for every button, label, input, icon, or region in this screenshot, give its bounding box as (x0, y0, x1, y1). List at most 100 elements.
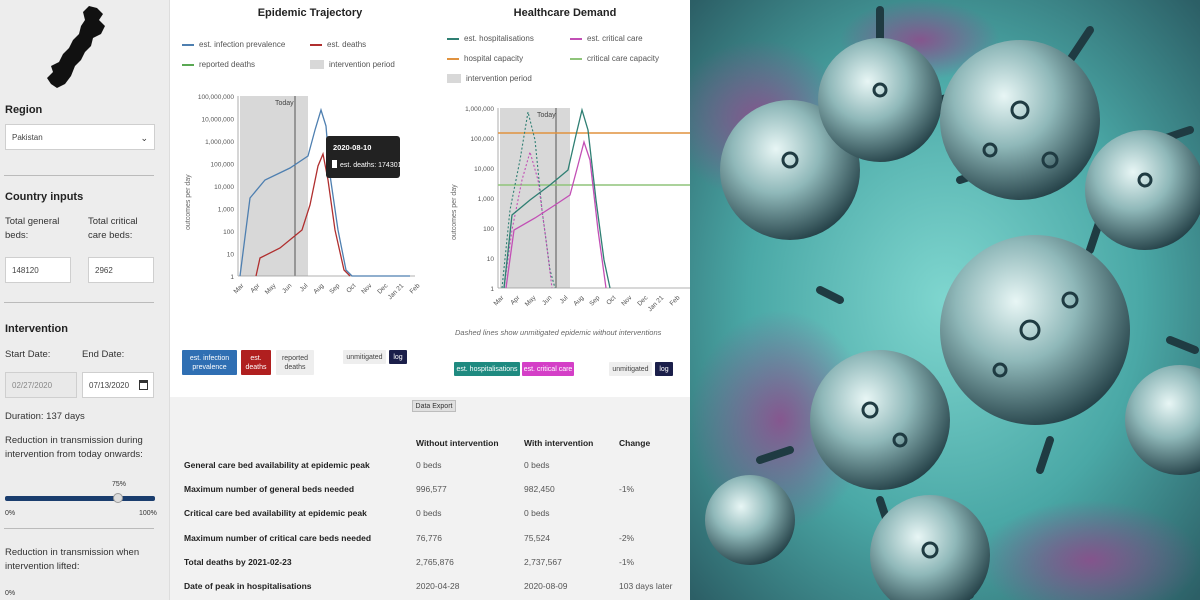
legend-swatch (310, 60, 324, 69)
table-cell: 76,776 (416, 532, 442, 543)
toggle-infection-prevalence[interactable]: est. infection prevalence (182, 350, 237, 375)
log-toggle-2[interactable]: log (655, 362, 673, 376)
calendar-icon[interactable] (139, 380, 148, 390)
log-toggle[interactable]: log (389, 350, 407, 364)
tooltip (326, 136, 400, 178)
toggle-est-deaths[interactable]: est. deaths (241, 350, 271, 375)
x-tick: Apr (249, 282, 262, 295)
critical-beds-input[interactable]: 2962 (88, 257, 154, 283)
virus-particle (818, 38, 942, 162)
y-tick: 1,000,000 (205, 139, 234, 146)
y-tick: 1,000,000 (465, 106, 494, 113)
est-deaths-line (255, 151, 351, 277)
x-tick: Jun (281, 282, 294, 295)
table-cell: -1% (619, 556, 635, 567)
slider-handle[interactable] (112, 493, 123, 503)
table-cell: General care bed availability at epidemi… (184, 460, 370, 471)
toggle-critical-care[interactable]: est. critical care (522, 362, 574, 376)
region-select[interactable]: Pakistan ⌄ (5, 124, 155, 150)
end-date-label: End Date: (82, 349, 125, 360)
legend-reported-deaths[interactable]: reported deaths (182, 60, 255, 69)
x-tick: Dec (636, 294, 650, 308)
unmitigated-critical-care-line (503, 149, 553, 289)
table-cell: Total deaths by 2021-02-23 (184, 556, 292, 567)
general-beds-value: 148120 (12, 265, 39, 275)
y-tick: 10,000 (214, 184, 234, 191)
table-cell: Maximum number of general beds needed (184, 484, 355, 495)
legend-intervention-period[interactable]: intervention period (310, 60, 395, 69)
table-cell: -2% (619, 532, 635, 543)
unmitigated-toggle[interactable]: unmitigated (343, 350, 386, 364)
tooltip-value: est. deaths: 174301 (340, 162, 402, 169)
legend-swatch (447, 37, 459, 40)
legend-hospitalisations[interactable]: est. hospitalisations (447, 34, 534, 43)
y-tick: 1,000 (218, 207, 235, 214)
legend-swatch (447, 57, 459, 60)
reduction-slider[interactable] (5, 496, 155, 501)
general-beds-label: Total general beds: (5, 216, 60, 241)
legend-critical-care-capacity[interactable]: critical care capacity (570, 54, 659, 63)
table-row: Total deaths by 2021-02-23 2,765,876 2,7… (184, 550, 684, 574)
tooltip-swatch (332, 160, 337, 168)
chart-title-epidemic: Epidemic Trajectory (257, 7, 363, 19)
legend-swatch (182, 43, 194, 46)
divider (4, 302, 154, 303)
healthcare-demand-chart: Today 1,000,000 100,000 10,000 1,000 100… (451, 106, 698, 313)
y-tick: 1 (230, 274, 234, 281)
table-header (184, 433, 416, 453)
x-tick: Nov (620, 294, 634, 308)
intervention-label: Intervention (5, 323, 68, 335)
x-tick: Jun (541, 294, 554, 307)
table-cell: 0 beds (416, 460, 442, 471)
slider-value-label: 75% (112, 481, 127, 488)
main-panel: Epidemic Trajectory est. infection preva… (170, 0, 700, 600)
end-date-input[interactable]: 07/13/2020 (82, 372, 154, 398)
x-tick: Sep (328, 282, 341, 295)
table-header: Change (619, 438, 651, 448)
virus-particle (810, 350, 950, 490)
critical-beds-label: Total critical care beds: (88, 216, 138, 241)
legend-critical-care[interactable]: est. critical care (570, 34, 643, 43)
x-tick: May (264, 282, 278, 296)
dashed-lines-note: Dashed lines show unmitigated epidemic w… (455, 328, 662, 337)
x-tick: Apr (509, 294, 522, 307)
tooltip-date: 2020-08-10 (333, 143, 371, 152)
general-beds-input[interactable]: 148120 (5, 257, 71, 283)
x-tick: Feb (669, 294, 682, 307)
legend-hospital-capacity[interactable]: hospital capacity (447, 54, 523, 63)
hospitalisations-line (503, 107, 611, 289)
start-date-value: 02/27/2020 (12, 380, 53, 390)
x-tick: Aug (312, 282, 325, 295)
table-cell (619, 453, 684, 477)
table-cell: 0 beds (524, 460, 550, 471)
virus-particle (720, 100, 860, 240)
country-inputs-label: Country inputs (5, 191, 84, 203)
start-date-input[interactable]: 02/27/2020 (5, 372, 77, 398)
reduction-lifted-label: Reduction in transmission when intervent… (5, 547, 140, 572)
x-tick: Nov (360, 282, 374, 296)
table-cell: 0 beds (524, 508, 550, 519)
y-tick: 10 (227, 252, 235, 259)
virus-particle (1085, 130, 1200, 250)
virus-illustration (690, 0, 1200, 600)
legend-est-deaths[interactable]: est. deaths (310, 40, 366, 49)
data-export-button[interactable]: Data Export (412, 400, 456, 412)
table-row: Critical care bed availability at epidem… (184, 501, 684, 525)
y-tick: 100,000 (211, 162, 235, 169)
legend-swatch (570, 37, 582, 40)
legend-infection-prevalence[interactable]: est. infection prevalence (182, 40, 285, 49)
x-tick: Mar (493, 294, 506, 307)
toggle-reported-deaths[interactable]: reported deaths (276, 350, 314, 375)
x-tick: May (524, 294, 538, 308)
x-tick: Feb (409, 282, 422, 295)
legend-intervention-period-2[interactable]: intervention period (447, 74, 532, 83)
intervention-period-region (240, 96, 308, 276)
table-cell: 2020-04-28 (416, 581, 460, 592)
critical-care-line (505, 139, 607, 289)
toggle-hospitalisations[interactable]: est. hospitalisations (454, 362, 520, 376)
table-row: Maximum number of critical care beds nee… (184, 526, 684, 550)
x-tick: Jan 21 (647, 294, 666, 313)
table-cell: 75,524 (524, 532, 550, 543)
virus-particle (940, 235, 1130, 425)
unmitigated-toggle-2[interactable]: unmitigated (609, 362, 652, 376)
